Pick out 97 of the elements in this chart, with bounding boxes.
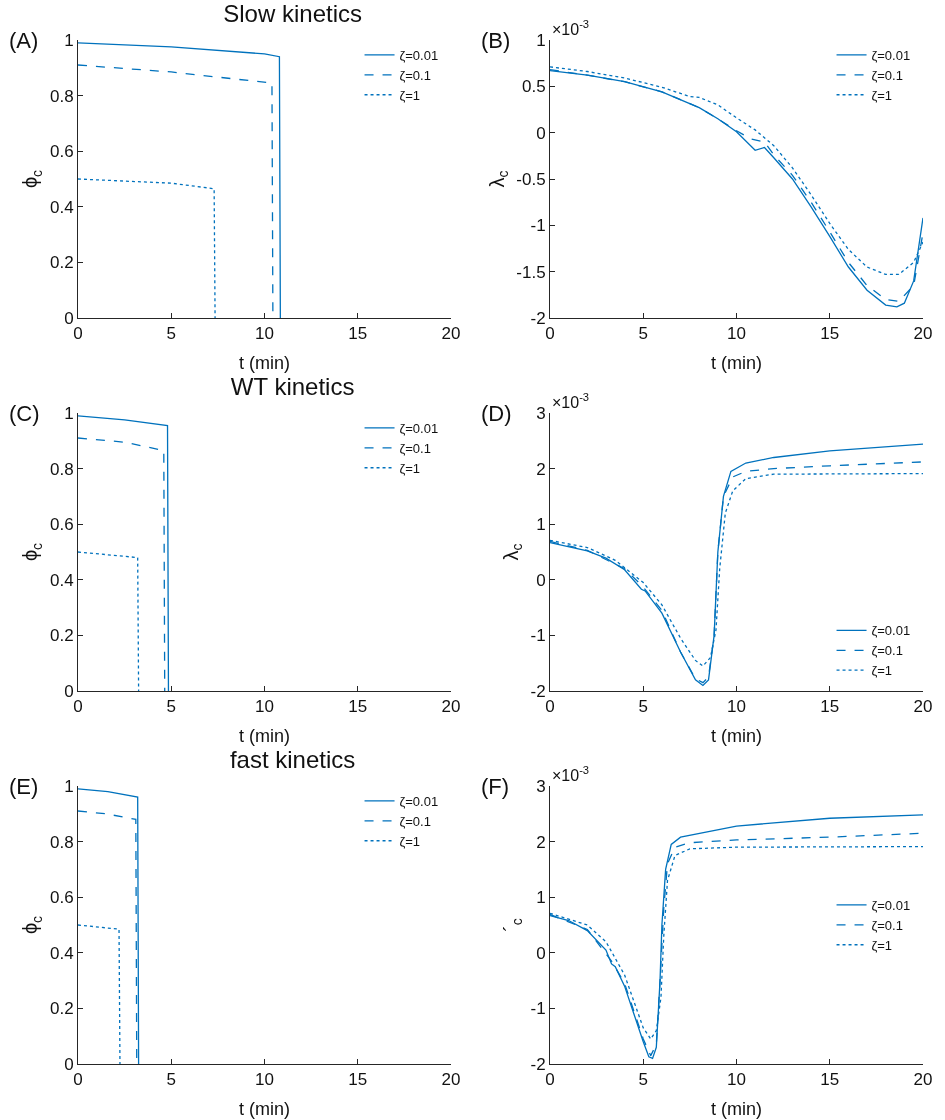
- x-tick-label: 15: [820, 324, 840, 344]
- y-tick-label: 0.4: [49, 197, 74, 217]
- x-tick-label: 5: [638, 1070, 648, 1090]
- text: (F): [481, 774, 510, 799]
- x-tick-label: 20: [441, 697, 461, 717]
- x-tick-label: 10: [727, 697, 746, 717]
- x-tick-label: 5: [166, 1070, 176, 1090]
- legend-label: ζ=1: [871, 87, 893, 103]
- y-tick-label: 2: [536, 832, 546, 852]
- x-axis-title: t (min): [711, 1099, 762, 1119]
- y-tick-label: 0.8: [49, 459, 74, 479]
- y-tick-label: 1: [64, 776, 74, 796]
- chart-title: Slow kinetics: [223, 0, 362, 28]
- y-tick-label: 2: [536, 459, 546, 479]
- y-tick-label: -2: [530, 681, 546, 701]
- legend-label: ζ=0.1: [871, 917, 903, 933]
- y-tick-label: 0.6: [49, 888, 74, 908]
- text: (B): [481, 28, 511, 53]
- x-tick-label: 5: [166, 324, 176, 344]
- y-tick-label: -2: [530, 308, 546, 328]
- x-tick-label: 20: [913, 697, 933, 717]
- legend-label: ζ=0.01: [871, 623, 911, 639]
- text: (C): [9, 401, 40, 426]
- y-tick-label: 0.6: [49, 515, 74, 535]
- legend-label: ζ=0.1: [399, 440, 431, 456]
- legend-label: ζ=0.01: [871, 48, 911, 64]
- y-tick-label: -2: [530, 1054, 546, 1074]
- y-tick-label: 0: [536, 943, 546, 963]
- y-tick-label: 0.8: [49, 832, 74, 852]
- x-axis-title: t (min): [239, 1099, 290, 1119]
- y-tick-label: 1: [64, 30, 74, 50]
- x-tick-label: 10: [255, 1070, 274, 1090]
- legend-label: ζ=0.1: [399, 813, 431, 829]
- y-tick-label: -1: [530, 216, 546, 236]
- y-tick-label: 0.6: [49, 142, 74, 162]
- x-tick-label: 15: [348, 324, 368, 344]
- text: ×10$^{-3}$: [552, 391, 590, 411]
- text: (D): [481, 401, 512, 426]
- y-tick-label: 0.2: [49, 999, 74, 1019]
- y-tick-label: 0.8: [49, 86, 74, 106]
- chart-title: WT kinetics: [230, 373, 355, 401]
- y-tick-label: 0: [64, 1054, 74, 1074]
- y-tick-label: -1: [530, 626, 546, 646]
- x-tick-label: 15: [348, 1070, 368, 1090]
- y-tick-label: 0: [64, 308, 74, 328]
- x-tick-label: 5: [638, 324, 648, 344]
- x-axis-title: t (min): [711, 726, 762, 746]
- y-tick-label: -0.5: [516, 169, 546, 189]
- x-tick-label: 10: [727, 324, 746, 344]
- x-tick-label: 10: [255, 324, 274, 344]
- text: (A): [9, 28, 39, 53]
- x-axis-title: t (min): [239, 353, 290, 373]
- x-tick-label: 10: [727, 1070, 746, 1090]
- legend-label: ζ=1: [871, 937, 893, 953]
- y-tick-label: 0.2: [49, 253, 74, 273]
- y-tick-label: 0: [536, 570, 546, 590]
- legend-label: ζ=0.1: [871, 643, 903, 659]
- x-tick-label: 5: [166, 697, 176, 717]
- y-tick-label: 1: [536, 30, 546, 50]
- x-axis-title: t (min): [711, 353, 762, 373]
- y-tick-label: 0.5: [521, 77, 546, 97]
- text: (E): [9, 774, 39, 799]
- legend-label: ζ=1: [399, 833, 421, 849]
- y-tick-label: -1.5: [516, 262, 546, 282]
- x-tick-label: 20: [913, 1070, 933, 1090]
- y-tick-label: 0: [64, 681, 74, 701]
- legend-label: ζ=0.1: [871, 67, 903, 83]
- y-tick-label: 1: [64, 403, 74, 423]
- legend-label: ζ=1: [399, 460, 421, 476]
- x-tick-label: 15: [348, 697, 368, 717]
- legend-label: ζ=0.1: [399, 67, 431, 83]
- legend-label: ζ=0.01: [399, 48, 439, 64]
- legend-label: ζ=0.01: [399, 794, 439, 810]
- chart-title: fast kinetics: [229, 746, 356, 774]
- y-tick-label: -1: [530, 999, 546, 1019]
- y-tick-label: 1: [536, 515, 546, 535]
- y-tick-label: 0.2: [49, 626, 74, 646]
- x-tick-label: 5: [638, 697, 648, 717]
- y-tick-label: 0: [536, 123, 546, 143]
- x-tick-label: 20: [441, 324, 461, 344]
- text: ×10$^{-3}$: [552, 18, 590, 38]
- x-tick-label: 15: [820, 697, 840, 717]
- y-tick-label: 1: [536, 888, 546, 908]
- legend-label: ζ=0.01: [399, 421, 439, 437]
- x-tick-label: 20: [441, 1070, 461, 1090]
- text: ×10$^{-3}$: [552, 764, 590, 784]
- x-tick-label: 15: [820, 1070, 840, 1090]
- x-axis-title: t (min): [239, 726, 290, 746]
- y-tick-label: 0.4: [49, 570, 74, 590]
- x-tick-label: 10: [255, 697, 274, 717]
- legend-label: ζ=0.01: [871, 898, 911, 914]
- y-tick-label: 0.4: [49, 943, 74, 963]
- y-tick-label: 3: [536, 776, 546, 796]
- legend-label: ζ=1: [871, 663, 893, 679]
- y-tick-label: 3: [536, 403, 546, 423]
- legend-label: ζ=1: [399, 87, 421, 103]
- x-tick-label: 20: [913, 324, 933, 344]
